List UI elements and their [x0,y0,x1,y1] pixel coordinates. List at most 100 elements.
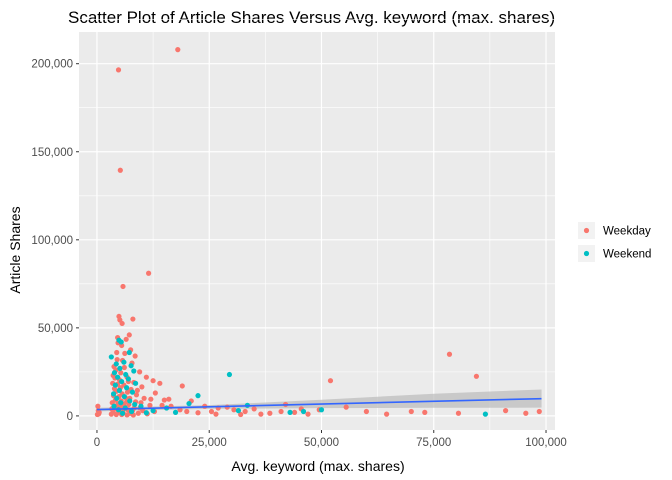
point-weekday [152,390,158,396]
point-weekday [119,320,125,327]
point-weekday [124,412,130,418]
point-weekday [95,403,101,409]
point-weekend [132,380,139,386]
legend-label-weekday: Weekday [603,226,651,238]
point-weekend [482,411,488,417]
point-weekday [422,409,428,415]
point-weekday [305,411,311,417]
point-weekday [141,395,147,401]
point-weekday [184,408,190,415]
x-axis: 0 25,000 50,000 75,000 100,000 [94,430,567,449]
point-weekday [408,408,414,415]
y-tick-label: 0 [67,411,73,423]
point-weekday [135,410,141,416]
point-weekday [503,408,509,414]
point-weekend [131,368,137,374]
trend-line [96,397,542,411]
point-weekday [118,370,124,376]
point-weekend [111,403,117,409]
point-weekday [179,383,185,389]
point-weekday [327,378,334,384]
y-axis-title: Article Shares [7,206,23,293]
x-tick-label: 100,000 [525,437,567,449]
point-weekday [139,384,145,390]
point-weekend [119,378,125,385]
plot-panel [79,32,555,430]
x-tick-label: 50,000 [304,437,339,449]
point-weekend [123,371,129,378]
point-weekday [343,404,349,410]
trend-line-layer [96,397,542,411]
point-weekday [108,411,114,417]
point-weekday [157,380,163,386]
point-weekend [132,401,138,408]
grid-minor [79,19,555,430]
trend-confidence-band [96,389,542,412]
point-weekday [130,316,136,322]
point-weekend [124,385,130,391]
point-weekend [118,339,124,345]
y-axis: 0 50,000 100,000 150,000 200,000 [31,59,79,423]
point-weekday [120,283,126,290]
y-tick-label: 50,000 [38,323,73,335]
point-weekday [473,373,480,379]
point-weekend [143,410,149,416]
point-weekend [195,393,201,399]
point-weekday [133,392,140,398]
point-weekend [235,408,242,414]
point-weekday [455,410,462,416]
point-weekend [226,371,233,378]
y-tick-label: 150,000 [31,147,73,159]
y-tick-label: 200,000 [31,59,73,71]
point-weekend [287,409,293,415]
point-weekday [175,47,181,53]
point-weekend [121,359,127,365]
x-tick-label: 0 [94,437,100,449]
point-weekday [113,411,119,418]
x-axis-title: Avg. keyword (max. shares) [231,458,404,474]
trend-band-layer [96,389,542,412]
point-weekday [150,378,156,384]
point-weekday [137,369,143,375]
legend-marker-weekday [583,227,590,234]
point-weekday [177,407,183,413]
legend: Weekday Weekend [578,222,651,262]
legend-label-weekend: Weekend [603,249,651,261]
point-weekday [523,410,529,416]
point-weekend [111,370,118,376]
point-weekday [208,408,215,415]
point-weekday [132,353,138,359]
point-weekend [112,382,118,388]
point-weekday [231,407,237,413]
point-weekday [195,410,201,416]
point-weekend [127,398,133,404]
point-weekend [318,407,325,413]
point-weekday [124,389,131,395]
point-weekday [258,411,264,417]
point-weekday [147,402,153,408]
point-weekday [126,332,132,338]
point-weekday [134,387,140,393]
point-weekend [138,403,144,409]
grid-major [79,32,555,430]
point-weekend [121,393,127,400]
point-weekend [128,363,134,369]
point-weekday [114,356,120,363]
point-weekday [238,411,244,418]
point-weekday [242,408,248,415]
point-weekday [251,406,257,412]
point-weekday [291,409,298,415]
point-weekend [119,410,126,416]
point-weekday [143,374,149,380]
point-weekend [128,408,135,415]
point-weekday [123,336,129,342]
point-weekday [115,67,122,73]
point-weekend [116,387,123,393]
point-weekend [108,354,114,360]
point-weekday [121,364,127,371]
point-weekend [117,365,123,371]
point-weekend [114,395,120,401]
point-weekend [300,408,307,415]
point-weekend [150,408,156,414]
point-weekday [96,409,102,415]
